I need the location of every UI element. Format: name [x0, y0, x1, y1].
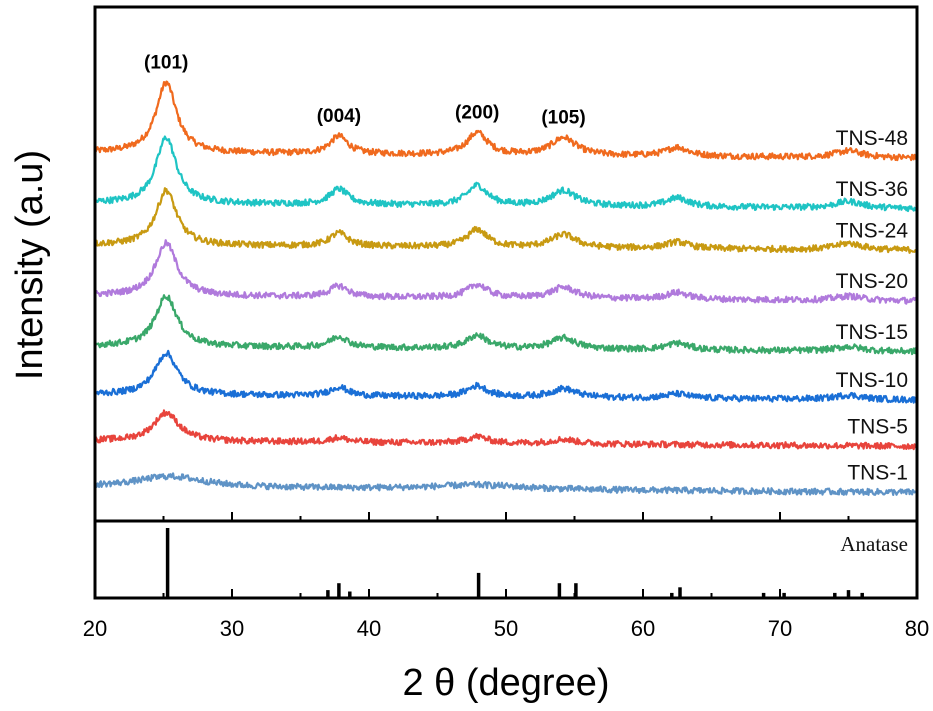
series-label-tns-15: TNS-15	[836, 321, 908, 344]
peak-label: (101)	[144, 52, 188, 73]
series-labels: TNS-48 TNS-36 TNS-24 TNS-20 TNS-15 TNS-10 TNS-…	[836, 127, 909, 484]
peak-labels: (101) (004) (200) (105)	[144, 52, 586, 128]
series-line-tns-15	[93, 294, 919, 356]
series-line-tns-1	[93, 472, 918, 496]
series-line-tns-20	[94, 239, 919, 305]
series-label-tns-1: TNS-1	[847, 462, 908, 485]
series-label-tns-48: TNS-48	[836, 127, 908, 150]
series-label-tns-24: TNS-24	[836, 220, 909, 243]
x-tick-label: 20	[83, 616, 107, 641]
peak-label: (105)	[541, 107, 585, 128]
x-tick-label: 50	[494, 616, 518, 641]
peak-label: (004)	[317, 106, 361, 127]
reference-bars	[165, 528, 864, 597]
peak-label: (200)	[455, 102, 499, 123]
pattern-curves	[93, 80, 919, 496]
series-label-tns-10: TNS-10	[836, 369, 908, 392]
lower-panel-frame	[93, 519, 919, 600]
axis-ticks	[94, 512, 918, 598]
series-line-tns-24	[94, 187, 918, 254]
x-tick-label: 30	[220, 616, 244, 641]
series-label-tns-36: TNS-36	[836, 178, 908, 201]
series-label-tns-20: TNS-20	[836, 270, 908, 293]
x-axis-title: 2 θ (degree)	[402, 662, 609, 704]
series-line-tns-10	[93, 349, 918, 404]
series-line-tns-48	[93, 80, 918, 162]
x-tick-label: 70	[768, 616, 792, 641]
x-tick-label: 60	[631, 616, 655, 641]
x-tick-labels: 20 30 40 50 60 70 80	[83, 616, 929, 641]
series-line-tns-36	[94, 135, 919, 213]
series-line-tns-5	[93, 409, 919, 451]
x-tick-label: 80	[905, 616, 929, 641]
reference-label: Anatase	[840, 532, 908, 556]
series-label-tns-5: TNS-5	[847, 415, 908, 438]
y-axis-title: Intensity (a.u)	[9, 150, 51, 380]
x-tick-label: 40	[357, 616, 381, 641]
